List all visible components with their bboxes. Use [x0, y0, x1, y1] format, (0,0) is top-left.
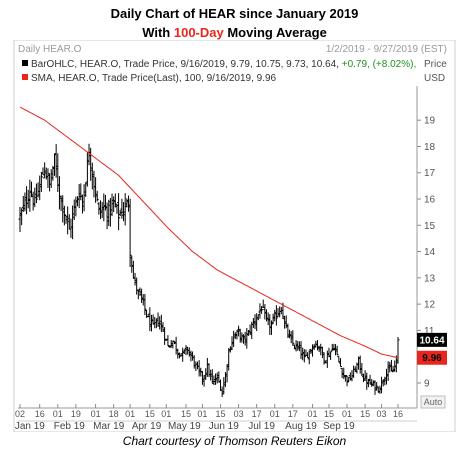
x-tick-label: 01 — [308, 409, 318, 419]
ohlc-bar — [291, 330, 295, 346]
x-tick-label: 01 — [53, 409, 63, 419]
ohlc-bar — [260, 305, 264, 314]
auto-scale-button[interactable] — [420, 395, 446, 409]
legend-ohlc: BarOHLC, HEAR.O, Trade Price, 9/16/2019,… — [31, 59, 416, 70]
legend-sma: SMA, HEAR.O, Trade Price(Last), 100, 9/1… — [31, 73, 277, 84]
chart-panel: Daily HEAR.O 1/2/2019 - 9/27/2019 (EST) … — [13, 40, 456, 432]
x-month-label: May 19 — [168, 421, 201, 432]
sma-value-label: 9.96 — [422, 353, 442, 364]
last-price-label: 10.64 — [419, 335, 444, 346]
x-tick-label: 02 — [15, 409, 25, 419]
y-tick-label: 18 — [424, 142, 436, 153]
x-axis-ticks: 02 16 01 19 01 18 01 15 01 15 01 15 03 17 01 17 01 15 01 15… — [15, 404, 417, 432]
ohlc-bar — [338, 358, 342, 368]
chart-title-line-1: Daily Chart of HEAR since January 2019 — [110, 6, 359, 21]
x-tick-label: 01 — [125, 409, 135, 419]
ohlc-bar — [62, 205, 66, 226]
chart-frame — [13, 40, 456, 432]
legend-ohlc-change: +0.79, (+8.02%), — [342, 59, 417, 70]
x-tick-label: 03 — [377, 409, 387, 419]
chart-credit: Chart courtesy of Thomson Reuters Eikon — [122, 434, 347, 448]
x-tick-label: 15 — [215, 409, 225, 419]
x-tick-label: 03 — [234, 409, 244, 419]
x-month-label: Sep 19 — [323, 421, 355, 432]
x-tick-label: 15 — [181, 409, 191, 419]
ohlc-bar — [302, 349, 306, 363]
title-suffix: Moving Average — [223, 25, 327, 40]
auto-scale-label: Auto — [424, 397, 443, 407]
y-tick-label: 12 — [424, 300, 436, 311]
ohlc-bar — [343, 375, 347, 382]
x-month-label: Apr 19 — [132, 421, 162, 432]
y-tick-label: 17 — [424, 168, 436, 179]
legend-ohlc-text: BarOHLC, HEAR.O, Trade Price, 9/16/2019,… — [31, 59, 342, 70]
price-axis-title: Price — [424, 59, 447, 70]
x-tick-label: 15 — [360, 409, 370, 419]
x-month-label: Jul 19 — [248, 421, 275, 432]
x-tick-label: 01 — [270, 409, 280, 419]
x-tick-label: 19 — [71, 409, 81, 419]
x-month-label: Jan 19 — [15, 421, 45, 432]
x-tick-label: 01 — [91, 409, 101, 419]
y-tick-label: 13 — [424, 273, 436, 284]
x-tick-label: 01 — [161, 409, 171, 419]
date-range: 1/2/2019 - 9/27/2019 (EST) — [326, 44, 447, 55]
x-month-label: Jun 19 — [209, 421, 239, 432]
ohlc-bar — [39, 171, 43, 192]
x-tick-label: 15 — [324, 409, 334, 419]
sma-100-line — [19, 106, 399, 359]
y-tick-label: 19 — [424, 116, 436, 127]
x-tick-label: 17 — [288, 409, 298, 419]
x-month-label: Feb 19 — [54, 421, 86, 432]
x-tick-label: 01 — [342, 409, 352, 419]
y-tick-label: 9 — [424, 378, 430, 389]
ohlc-bar — [375, 382, 379, 391]
x-tick-label: 16 — [35, 409, 45, 419]
x-tick-label: 18 — [109, 409, 119, 419]
ohlc-bar — [128, 198, 132, 268]
sma-value-box — [417, 350, 447, 365]
x-tick-label: 17 — [252, 409, 262, 419]
title-prefix: With — [142, 25, 174, 40]
sma-legend-swatch — [22, 74, 28, 80]
ohlc-bar — [117, 193, 121, 231]
ohlc-bar — [396, 336, 400, 364]
ohlc-bar — [95, 190, 99, 202]
x-tick-label: 01 — [197, 409, 207, 419]
title-accent: 100-Day — [173, 25, 224, 40]
x-month-label: Aug 19 — [285, 421, 317, 432]
ohlc-legend-swatch — [22, 60, 28, 66]
y-tick-label: 14 — [424, 247, 436, 258]
currency-label: USD — [424, 73, 445, 84]
ohlc-bar — [274, 305, 278, 326]
x-tick-label: 16 — [393, 409, 403, 419]
last-price-box — [417, 332, 447, 347]
y-tick-label: 11 — [424, 326, 435, 337]
y-tick-label: 15 — [424, 221, 436, 232]
ohlc-bar — [34, 183, 38, 204]
x-tick-label: 15 — [145, 409, 155, 419]
y-tick-label: 16 — [424, 195, 436, 206]
chart-title-line-2: With 100-Day Moving Average — [0, 25, 469, 40]
ohlc-bar — [335, 345, 339, 356]
ohlc-bar — [143, 293, 147, 316]
ohlc-bar — [329, 351, 333, 360]
x-month-label: Mar 19 — [93, 421, 125, 432]
ohlc-bars — [18, 143, 400, 398]
panel-title: Daily HEAR.O — [18, 44, 82, 55]
